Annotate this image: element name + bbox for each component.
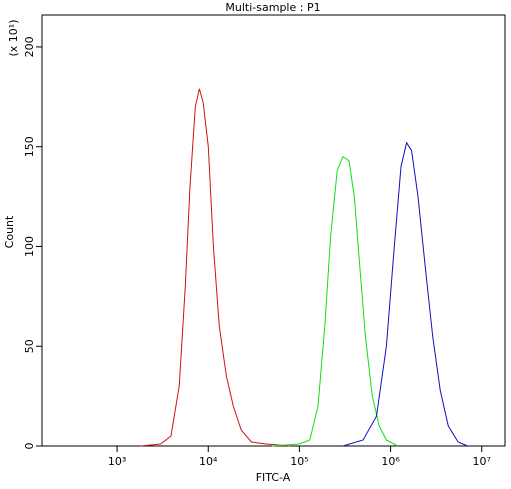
- y-tick-label: 50: [23, 339, 36, 353]
- y-tick-label: 100: [23, 236, 36, 257]
- y-tick-label: 200: [23, 36, 36, 57]
- plot-frame: [41, 14, 506, 447]
- series-line: [342, 141, 468, 447]
- chart-title: Multi-sample : P1: [225, 1, 320, 14]
- series-line: [140, 88, 291, 447]
- series-line: [271, 155, 399, 447]
- x-tick-label: 10⁴: [199, 455, 218, 468]
- y-multiplier: (x 10¹): [7, 20, 20, 57]
- y-tick-label: 150: [23, 136, 36, 157]
- x-tick-label: 10⁷: [473, 455, 491, 468]
- x-tick-label: 10⁵: [290, 455, 308, 468]
- x-tick-label: 10³: [108, 455, 126, 468]
- y-axis-label: Count: [3, 215, 16, 248]
- x-axis-label: FITC-A: [256, 471, 291, 484]
- y-tick-label: 0: [23, 443, 36, 450]
- x-tick-label: 10⁶: [381, 455, 400, 468]
